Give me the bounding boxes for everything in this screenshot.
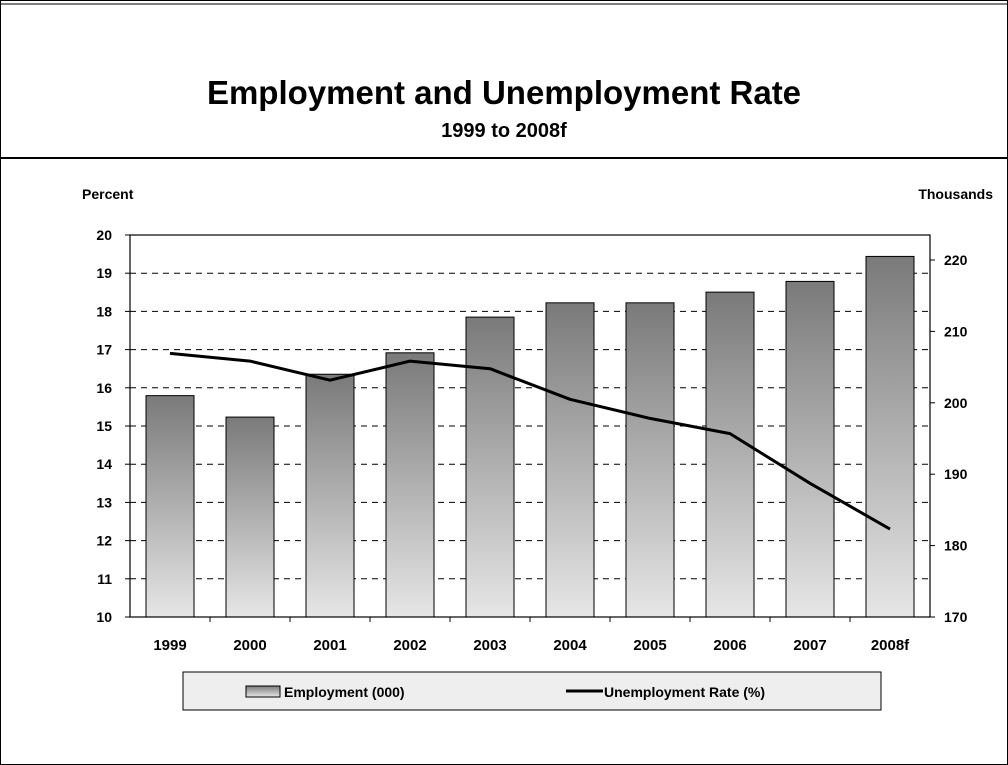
bar-2003 [465, 316, 515, 618]
bar-2005 [625, 302, 675, 618]
chart-title: Employment and Unemployment Rate [206, 74, 802, 111]
unemployment-series-line [169, 351, 891, 531]
left-tick-label: 16 [96, 380, 112, 396]
left-tick-label: 14 [96, 456, 112, 472]
right-tick-label: 210 [944, 323, 968, 339]
x-tick-label: 2003 [473, 637, 506, 654]
right-tick-label: 190 [944, 466, 968, 482]
bar-2004 [545, 302, 595, 618]
bar-2007 [785, 280, 835, 618]
x-tick-label: 2005 [633, 637, 666, 654]
right-axis-ticks: 170 180 190 200 210 220 [930, 252, 968, 625]
left-axis-ticks: 10 11 12 13 14 15 16 17 18 19 20 [96, 227, 130, 625]
bar-2001 [305, 373, 355, 618]
left-tick-label: 13 [96, 494, 112, 510]
left-axis-label: Percent [82, 186, 134, 202]
left-tick-label: 18 [96, 303, 112, 319]
x-tick-label: 2006 [713, 637, 746, 654]
x-tick-label: 2001 [313, 637, 346, 654]
chart-subtitle: 1999 to 2008f [441, 120, 567, 142]
legend-bar-label: Employment (000) [284, 684, 405, 700]
right-tick-label: 220 [944, 252, 968, 268]
left-tick-label: 19 [96, 265, 112, 281]
x-tick-label: 2007 [793, 637, 826, 654]
employment-bars [145, 255, 915, 618]
x-tick-label: 1999 [153, 637, 186, 654]
left-tick-label: 10 [96, 609, 112, 625]
x-tick-label: 2000 [233, 637, 266, 654]
right-tick-label: 200 [944, 395, 968, 411]
right-axis-label: Thousands [918, 186, 993, 202]
legend: Employment (000) Unemployment Rate (%) [182, 671, 882, 711]
right-tick-label: 170 [944, 609, 968, 625]
left-tick-label: 20 [96, 227, 112, 243]
bar-1999 [145, 395, 195, 618]
bar-2008f [865, 255, 915, 618]
x-tick-label: 2008f [871, 637, 910, 654]
left-tick-label: 15 [96, 418, 112, 434]
right-tick-label: 180 [944, 538, 968, 554]
x-axis-ticks: 1999 2000 2001 2002 2003 2004 2005 2006 2007 2008… [153, 617, 910, 654]
unemployment-line [169, 351, 891, 531]
legend-box [182, 671, 882, 711]
x-tick-label: 2004 [553, 637, 587, 654]
left-tick-label: 11 [97, 571, 112, 587]
left-tick-label: 12 [96, 533, 112, 549]
bar-2002 [385, 352, 435, 618]
left-tick-label: 17 [96, 342, 112, 358]
legend-line-label: Unemployment Rate (%) [604, 684, 765, 700]
legend-bar-swatch [245, 685, 281, 698]
bar-2006 [705, 291, 755, 618]
x-tick-label: 2002 [393, 637, 426, 654]
bar-2000 [225, 416, 275, 618]
